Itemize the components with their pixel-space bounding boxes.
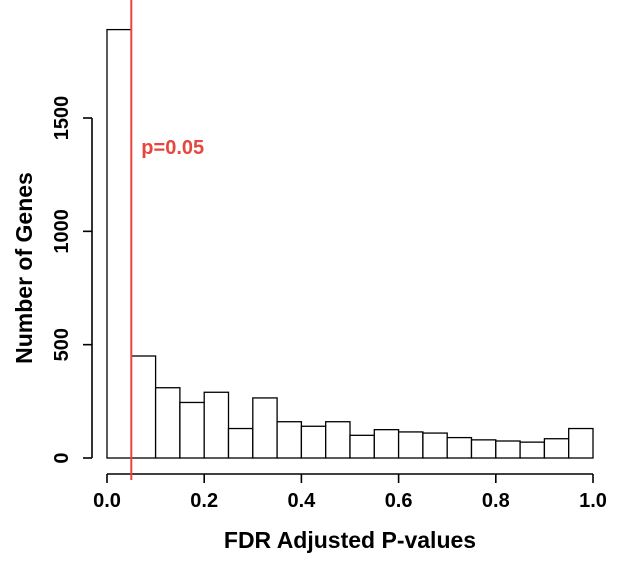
histogram-bars — [106, 28, 594, 459]
x-tick-label: 0.6 — [385, 490, 413, 512]
x-axis: 0.0 0.2 0.4 0.6 0.8 1.0 — [93, 473, 607, 512]
histogram-bar — [373, 429, 400, 459]
x-axis-title: FDR Adjusted P-values — [224, 527, 476, 553]
histogram-bar — [203, 391, 230, 459]
histogram-bar — [470, 439, 497, 459]
histogram-bar — [276, 421, 303, 459]
histogram-bar — [495, 440, 521, 459]
y-tick-label: 500 — [51, 328, 73, 361]
histogram-bar — [519, 441, 546, 459]
y-tick-label: 1500 — [51, 96, 73, 141]
x-tick-label: 0.2 — [190, 490, 218, 512]
histogram-bar — [130, 355, 157, 459]
x-tick-label: 0.4 — [287, 490, 316, 512]
histogram-bar — [568, 427, 594, 459]
histogram-bar — [325, 421, 351, 459]
y-axis: 0 500 1000 1500 — [51, 96, 93, 464]
y-axis-title: Number of Genes — [11, 172, 37, 364]
x-tick-label: 1.0 — [579, 490, 607, 512]
histogram-bar — [300, 425, 327, 459]
histogram-bar — [106, 28, 132, 459]
histogram-bar — [227, 427, 254, 459]
histogram-bar — [422, 432, 448, 459]
histogram-bar — [543, 438, 570, 459]
histogram-bar — [252, 397, 278, 459]
x-tick-label: 0.8 — [482, 490, 510, 512]
histogram-bar — [397, 431, 424, 459]
histogram-bar — [446, 436, 473, 459]
histogram-bar — [179, 401, 205, 459]
y-tick-label: 0 — [51, 452, 73, 463]
x-tick-label: 0.0 — [93, 490, 121, 512]
histogram-bar — [154, 387, 181, 459]
reference-line-label: p=0.05 — [141, 137, 204, 159]
histogram-bar — [349, 434, 375, 459]
y-tick-label: 1000 — [51, 209, 73, 254]
